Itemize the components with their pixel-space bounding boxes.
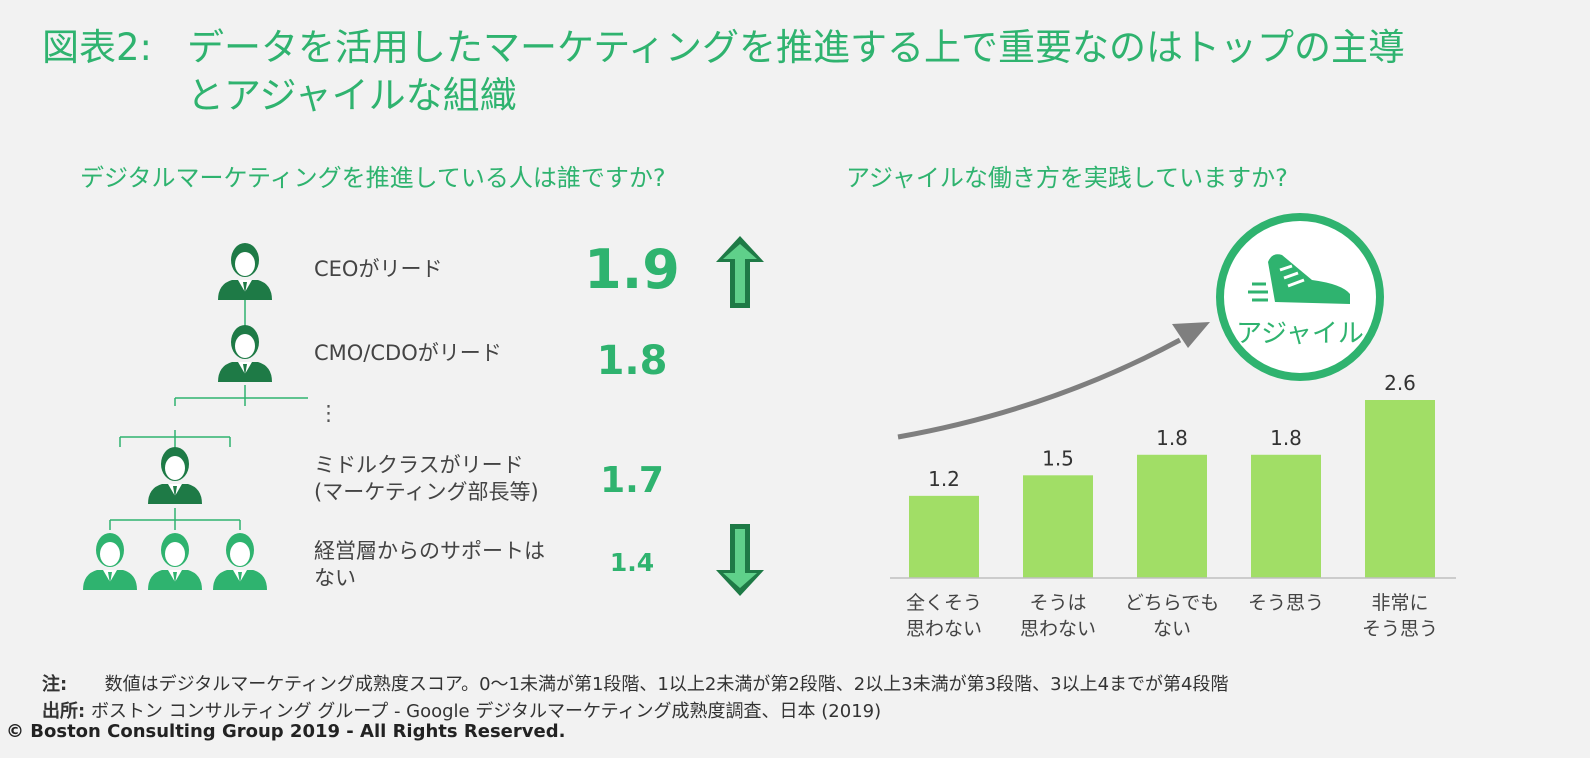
- chart-title: アジャイルな働き方を実践していますか?: [846, 164, 1288, 192]
- data-label-4: 2.6: [1384, 371, 1416, 395]
- trend-arrowhead: [1172, 322, 1210, 348]
- category-label-3: そう思う: [1248, 592, 1324, 614]
- person-icon: [218, 243, 272, 300]
- row-label-middle: ミドルクラスがリード (マーケティング部長等): [314, 453, 539, 504]
- note-text: 数値はデジタルマーケティング成熟度スコア。0〜1未満が第1段階、1以上2未満が第…: [104, 674, 1229, 695]
- row-value-ceo: 1.9: [584, 238, 680, 301]
- copyright: © Boston Consulting Group 2019 - All Rig…: [6, 721, 566, 742]
- bar-chart: アジャイル 1.2 全くそう思わない 1.5 そうは思わない 1.8 どちらでもない 1.8…: [890, 213, 1456, 640]
- bar-1: [1023, 475, 1093, 578]
- sneaker-icon: [1248, 254, 1350, 304]
- data-label-1: 1.5: [1042, 446, 1074, 470]
- note-label: 注:: [42, 674, 68, 695]
- person-icon: [218, 325, 272, 382]
- row-label-cmo: CMO/CDOがリード: [314, 341, 502, 365]
- org-chart: [83, 243, 308, 590]
- person-icon: [213, 533, 267, 590]
- category-label-4: 非常にそう思う: [1362, 592, 1438, 640]
- data-label-3: 1.8: [1270, 426, 1302, 450]
- arrow-down-icon: [716, 524, 764, 596]
- left-heading: デジタルマーケティングを推進している人は誰ですか?: [80, 164, 666, 192]
- bar-0: [909, 495, 979, 578]
- person-icon: [148, 533, 202, 590]
- person-icon: [83, 533, 137, 590]
- bar-2: [1137, 454, 1207, 578]
- row-value-cmo: 1.8: [596, 338, 668, 384]
- figure-label: 図表2:: [42, 26, 153, 69]
- row-value-no-support: 1.4: [609, 548, 655, 577]
- category-label-0: 全くそう思わない: [906, 592, 982, 640]
- agile-badge: アジャイル: [1216, 213, 1384, 381]
- note-line: 注: 数値はデジタルマーケティング成熟度スコア。0〜1未満が第1段階、1以上2未…: [42, 670, 1229, 696]
- row-value-middle: 1.7: [600, 460, 664, 501]
- ellipsis: ⋮: [318, 401, 339, 425]
- category-label-2: どちらでもない: [1125, 592, 1219, 640]
- data-label-0: 1.2: [928, 467, 960, 491]
- bar-3: [1251, 454, 1321, 578]
- figure-title-text: データを活用したマーケティングを推進する上で重要なのはトップの主導とアジャイルな…: [187, 26, 1406, 117]
- badge-label: アジャイル: [1236, 319, 1364, 349]
- row-label-ceo: CEOがリード: [314, 257, 443, 281]
- arrow-up-icon: [716, 236, 764, 308]
- source-line: 出所: ボストン コンサルティング グループ - Google デジタルマーケテ…: [42, 697, 881, 723]
- source-text: ボストン コンサルティング グループ - Google デジタルマーケティング成…: [90, 701, 882, 722]
- trend-arrow: [897, 337, 1182, 440]
- person-icon: [148, 447, 202, 504]
- row-label-no-support: 経営層からのサポートは ない: [314, 539, 545, 590]
- data-label-2: 1.8: [1156, 426, 1188, 450]
- bar-4: [1365, 400, 1435, 578]
- category-label-1: そうは思わない: [1020, 592, 1096, 640]
- source-label: 出所:: [42, 701, 86, 722]
